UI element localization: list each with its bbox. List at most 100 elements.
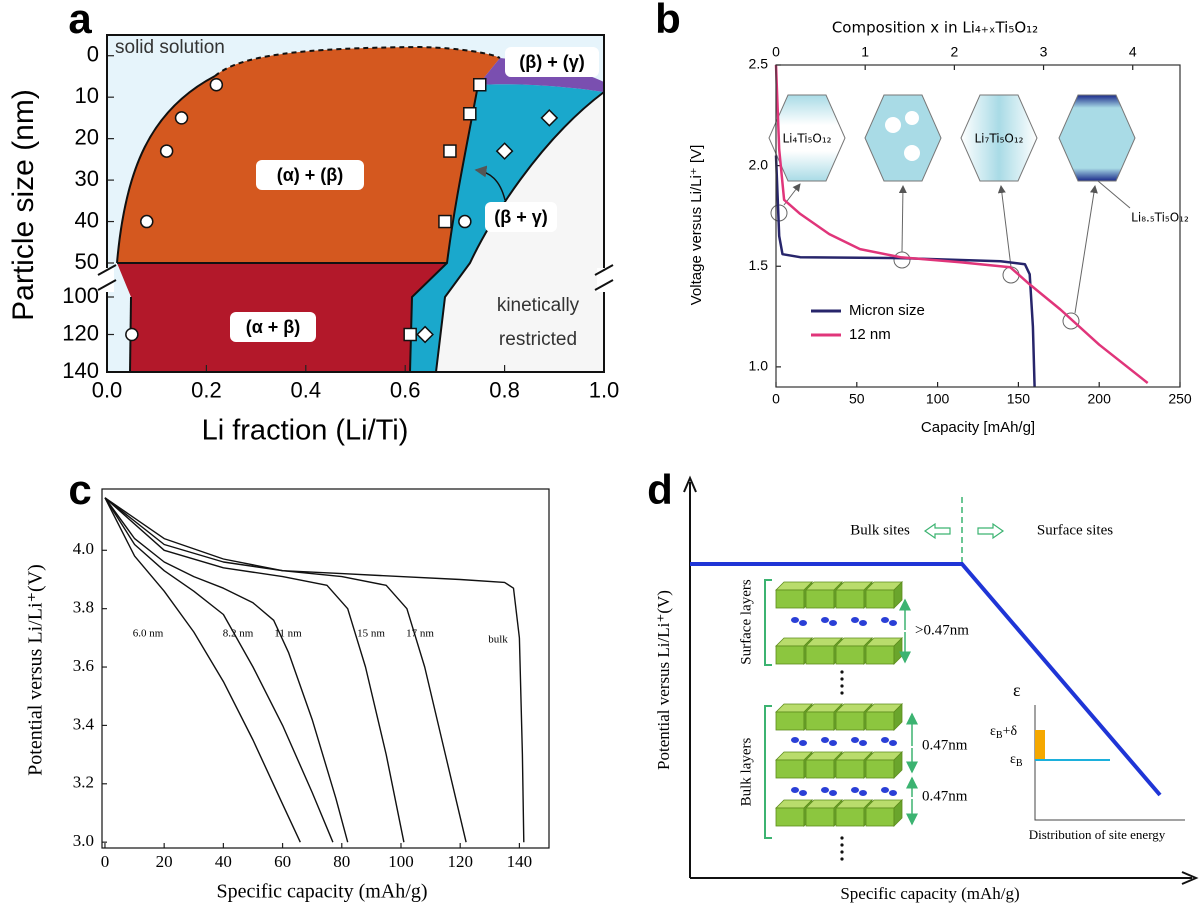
marker-circle <box>893 251 911 269</box>
x-tick-label: 0.4 <box>291 378 322 403</box>
y-tick-label: 2.5 <box>749 56 769 72</box>
x-tick-label: 20 <box>156 852 173 871</box>
potential-line <box>690 562 1162 797</box>
curve-label: 15 nm <box>357 628 385 640</box>
x-tick-label: 40 <box>215 852 232 871</box>
energy-label: εB+δ <box>990 724 1017 741</box>
marker-circle <box>1062 312 1080 330</box>
marker <box>416 325 434 344</box>
x2-axis-title: Composition x in Li₄₊ₓTi₅O₁₂ <box>832 19 1038 37</box>
y-tick-label: 0 <box>87 42 99 67</box>
x-tick-label: 60 <box>274 852 291 871</box>
marker <box>495 142 514 160</box>
plot-frame <box>106 34 605 373</box>
x2-tick-label: 2 <box>950 44 958 60</box>
x-tick-label: 0.2 <box>191 378 222 403</box>
panel-label: d <box>647 466 673 513</box>
y-tick-label: 3.6 <box>73 656 94 675</box>
x-tick-label: 0 <box>772 390 780 406</box>
axis-break <box>97 264 117 291</box>
spacing-arrows <box>899 598 918 826</box>
label-box <box>485 202 557 232</box>
arrow <box>1074 185 1098 314</box>
annotation: 0.47nm <box>922 788 968 804</box>
domain <box>905 111 919 125</box>
annotation: restricted <box>499 329 577 350</box>
ellipsis <box>840 670 844 695</box>
x-tick-label: 200 <box>1088 390 1112 406</box>
x-axis-title: Specific capacity (mAh/g) <box>216 881 427 903</box>
marker <box>473 77 487 92</box>
label-box <box>230 312 316 342</box>
panel-d: Bulk sites Surface sites Surface layers … <box>647 466 1199 903</box>
plot-c: 0 20 40 60 80 100 120 140 3.0 3.2 3.4 3.6 3.8 4.0 6.0 … <box>73 497 533 871</box>
axis-break <box>594 264 614 291</box>
series-line <box>104 497 349 843</box>
panel-a: 0.0 0.2 0.4 0.6 0.8 1.0 0 10 20 30 40 50 100 120 140 s… <box>7 0 619 447</box>
panel-label: c <box>68 466 91 513</box>
y-tick-label: 20 <box>75 124 99 149</box>
y-tick-label: 3.2 <box>73 773 94 792</box>
crystal-layer <box>775 703 903 731</box>
series-line <box>774 64 1149 384</box>
x-tick-label: 1.0 <box>589 378 620 403</box>
arrow <box>923 522 951 540</box>
x-axis <box>690 871 1199 885</box>
y-tick-label: 30 <box>75 166 99 191</box>
x-tick-label: 0.8 <box>489 378 520 403</box>
plot-a: 0.0 0.2 0.4 0.6 0.8 1.0 0 10 20 30 40 50 100 120 140 <box>62 42 619 403</box>
y-tick-label: 2.0 <box>749 156 769 172</box>
plot-frame <box>775 64 1181 388</box>
boundary <box>214 45 501 77</box>
annotation: 0.47nm <box>922 737 968 753</box>
y-tick-label: 100 <box>62 283 99 308</box>
leader <box>1097 180 1131 209</box>
x-tick-label: 80 <box>333 852 350 871</box>
legend-label: 12 nm <box>849 326 891 343</box>
series-line <box>104 497 525 843</box>
symbol: ε <box>990 724 996 739</box>
annotation: kinetically <box>497 295 580 316</box>
curve-label: bulk <box>488 634 508 646</box>
annotation: Surface layers <box>738 579 754 665</box>
y-tick-label: 120 <box>62 320 99 345</box>
marker <box>159 144 174 158</box>
marker <box>125 327 139 342</box>
crystal-layer <box>775 751 903 779</box>
y-tick-label: 50 <box>75 249 99 274</box>
marker <box>540 109 559 127</box>
x-tick-label: 140 <box>507 852 533 871</box>
x-axis-title: Specific capacity (mAh/g) <box>840 884 1019 903</box>
x-tick-label: 50 <box>849 390 865 406</box>
domain <box>904 145 920 161</box>
inset-axes <box>1034 705 1185 821</box>
marker <box>403 327 417 342</box>
marker <box>443 144 457 158</box>
y-axis-title: Voltage versus Li/Li⁺ [V] <box>688 145 705 306</box>
y-tick-label: 40 <box>75 207 99 232</box>
y-tick-label: 10 <box>75 83 99 108</box>
marker <box>174 111 189 125</box>
y-tick-label: 1.5 <box>749 257 769 273</box>
suffix: +δ <box>1003 724 1018 739</box>
particle <box>864 94 942 182</box>
x-tick-label: 100 <box>926 390 950 406</box>
region-beta-gamma <box>410 84 604 372</box>
particle <box>1058 94 1136 182</box>
marker <box>458 214 472 229</box>
label-box <box>505 47 599 77</box>
subscript: B <box>1016 758 1023 769</box>
arrow <box>977 522 1005 540</box>
plot-frame <box>101 488 550 849</box>
x2-tick-label: 4 <box>1129 44 1137 60</box>
marker <box>438 214 452 229</box>
label-box <box>256 160 364 190</box>
panel-b: Li₄Ti₅O₁₂ Li₇Ti₅O₁₂ Li₈.₅Ti₅O₁₂ 0 50 100 15… <box>655 0 1192 436</box>
panel-c: 0 20 40 60 80 100 120 140 3.0 3.2 3.4 3.6 3.8 4.0 6.0 … <box>25 466 550 903</box>
curve-label: 17 nm <box>406 628 434 640</box>
arrow <box>474 165 506 201</box>
y-axis-title: Potential versus Li/Li⁺(V) <box>25 564 47 776</box>
energy-bar <box>1035 730 1045 760</box>
